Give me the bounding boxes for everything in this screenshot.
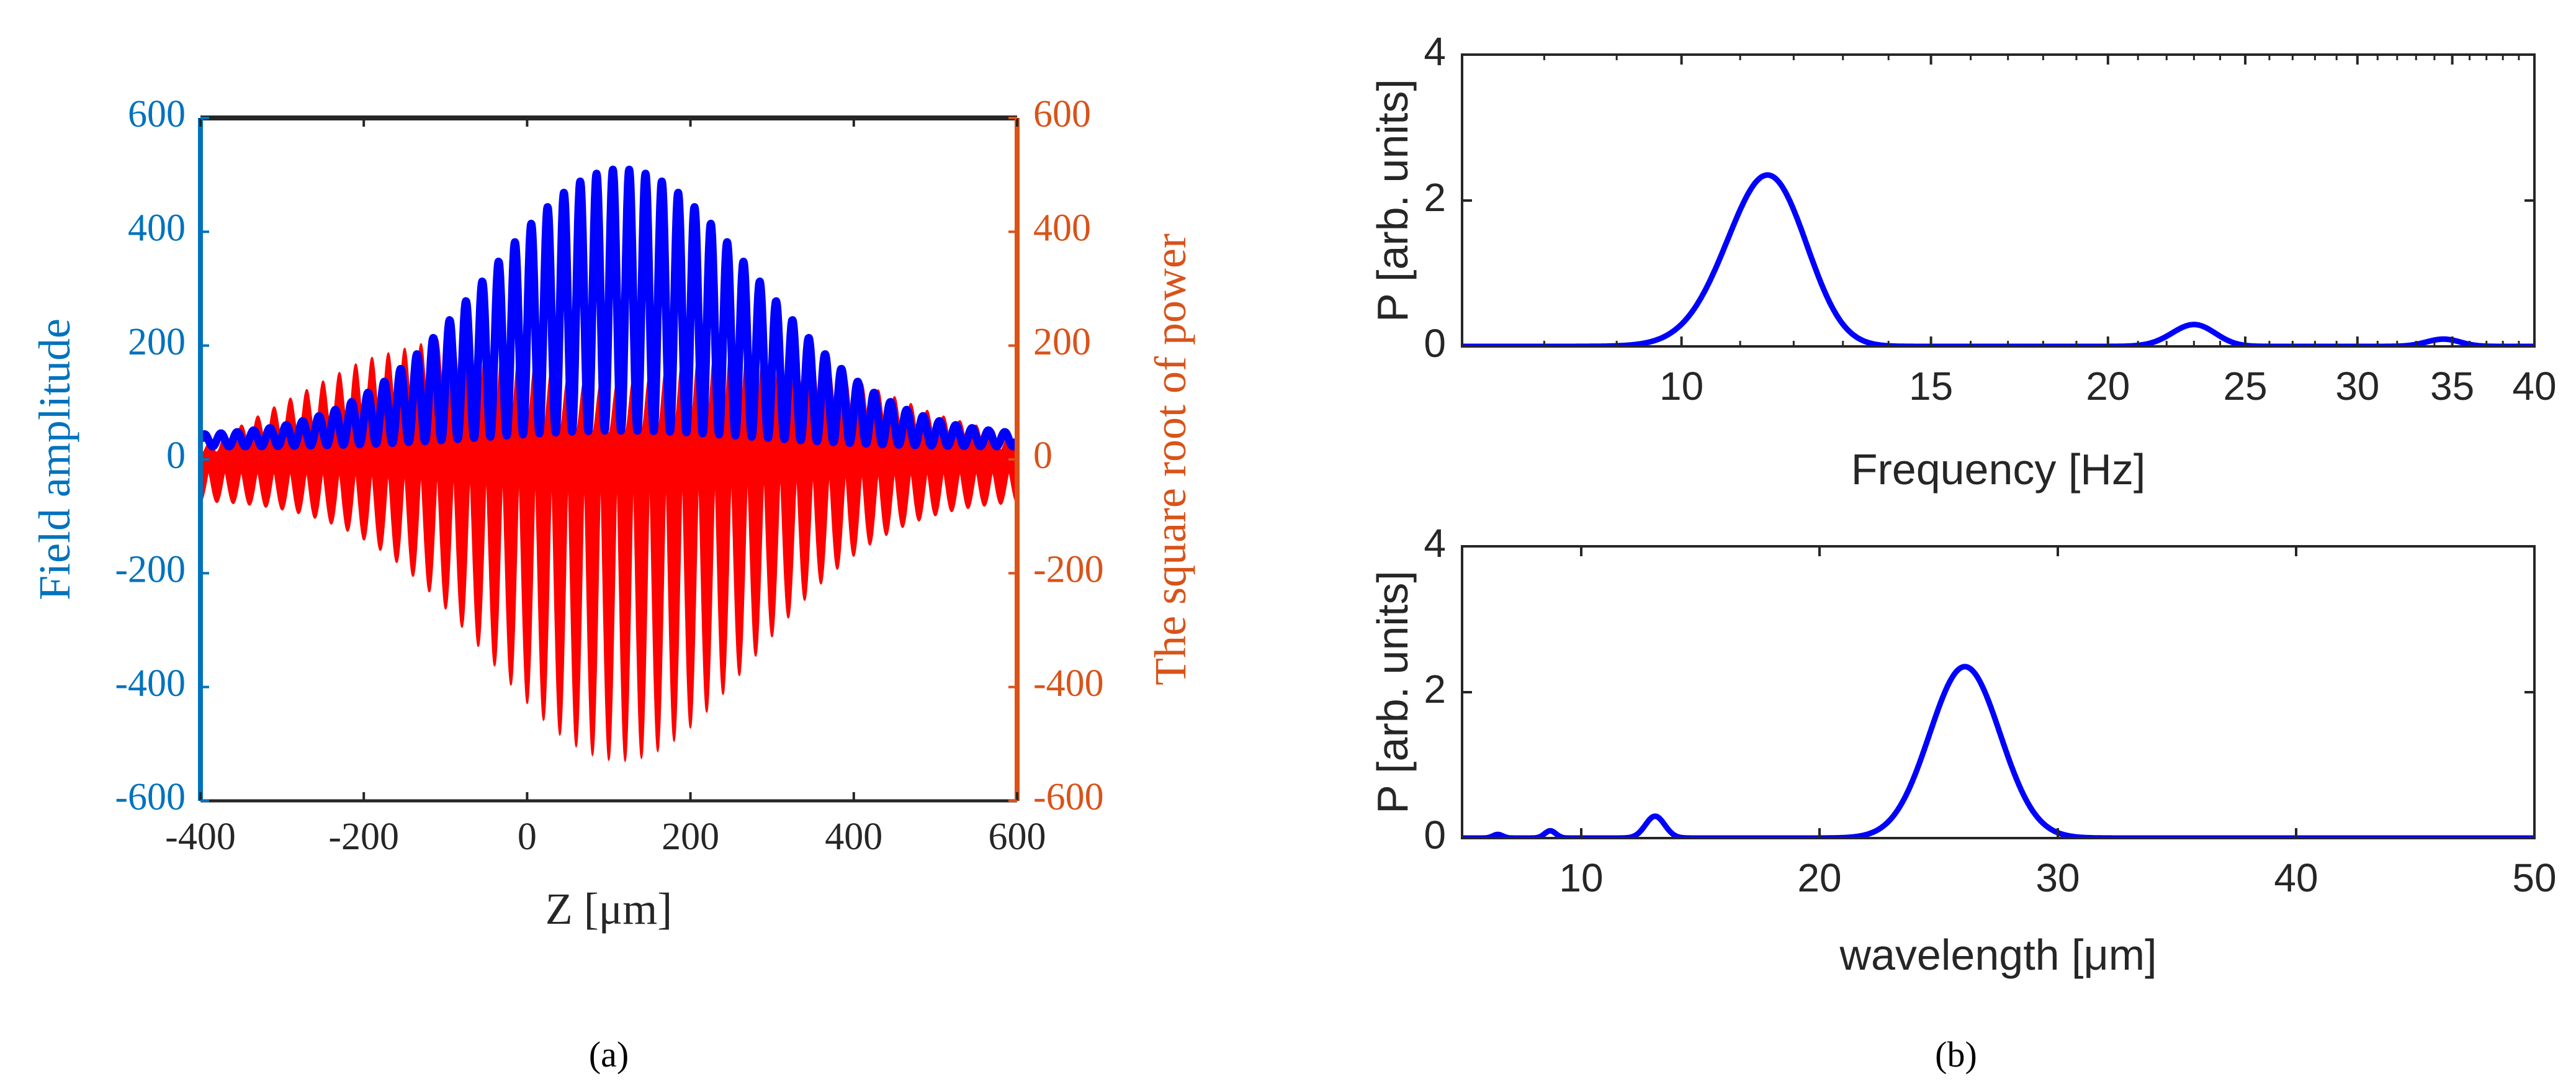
- chart-b-top-ytick-label: 2: [1424, 175, 1446, 220]
- chart-b-top-xtick-label: 30: [2335, 364, 2379, 408]
- chart-a-ytick-label-right: 600: [1033, 93, 1091, 135]
- chart-b-bottom-plot-area: [1462, 664, 2534, 838]
- chart-a-xtick-label: 600: [989, 816, 1046, 858]
- chart-b-bottom: 10 20 30 40 50 0 2 4 wavelength [μm] P [arb. un…: [1368, 521, 2557, 979]
- chart-b-bottom-xtick-label: 20: [1797, 855, 1841, 900]
- chart-b-top-xtick-label: 40: [2512, 364, 2556, 408]
- chart-b-top-xtick-label: 10: [1659, 364, 1703, 408]
- chart-b-bottom-ytick-label: 4: [1424, 521, 1446, 566]
- chart-b-top-frame: [1461, 53, 2536, 348]
- chart-a-ticks: -400 -200 0 200 400 600-600-400-2000200400600…: [115, 93, 1103, 858]
- chart-a-xtick-label: 200: [662, 816, 719, 858]
- chart-a-ylabel-left: Field amplitude: [30, 318, 79, 600]
- chart-b-top-ytick-label: 0: [1424, 321, 1446, 366]
- chart-a-ytick-label-right: -600: [1033, 776, 1104, 818]
- chart-b-bottom-ticks: 10 20 30 40 50 0 2 4: [1424, 521, 2556, 900]
- chart-b-top-xtick-label: 35: [2430, 364, 2474, 408]
- chart-b-top-spectrum-line: [1462, 172, 2534, 346]
- chart-b-bottom-ylabel: P [arb. units]: [1368, 571, 1417, 814]
- chart-b-top-xtick-label: 15: [1909, 364, 1953, 408]
- chart-a-xtick-label: -400: [165, 816, 236, 858]
- chart-b-bottom-xtick-label: 30: [2035, 855, 2080, 900]
- chart-a-xlabel: Z [μm]: [545, 884, 673, 934]
- chart-a-ytick-label-right: 0: [1033, 435, 1052, 477]
- chart-a-ytick-label-right: 200: [1033, 321, 1091, 363]
- chart-a-ytick-label-right: 400: [1033, 207, 1091, 250]
- chart-b-top-plot-area: [1462, 172, 2534, 346]
- chart-b-top-xtick-label: 25: [2223, 364, 2267, 408]
- chart-a-ytick-label-right: -400: [1033, 662, 1104, 705]
- chart-b-bottom-xtick-label: 50: [2512, 855, 2556, 900]
- chart-a-ytick-label-right: -200: [1033, 549, 1104, 591]
- chart-b-top-ytick-label: 4: [1424, 29, 1446, 74]
- chart-b-top-ticks: 10 15 20 25 30 35 40 0 2 4: [1424, 29, 2556, 408]
- chart-a-ylabel-right: The square root of power: [1146, 233, 1195, 685]
- chart-a-ytick-label-left: 0: [166, 435, 186, 477]
- chart-b-bottom-frame: [1461, 545, 2536, 839]
- chart-a-xtick-label: 400: [825, 816, 882, 858]
- chart-b-bottom-xtick-label: 10: [1559, 855, 1603, 900]
- chart-b-top-xlabel: Frequency [Hz]: [1851, 445, 2146, 494]
- series-field-amplitude: [200, 165, 1017, 451]
- chart-b-bottom-xtick-label: 40: [2274, 855, 2318, 900]
- chart-a-xtick-label: 0: [518, 816, 537, 858]
- chart-a-ytick-label-left: 200: [128, 321, 186, 363]
- chart-a-ytick-label-left: -200: [115, 549, 186, 591]
- chart-a-ytick-label-left: -400: [115, 662, 186, 705]
- chart-a-xtick-label: -200: [328, 816, 399, 858]
- chart-b-top-ylabel: P [arb. units]: [1368, 79, 1417, 322]
- chart-b-bottom-ytick-label: 2: [1424, 667, 1446, 711]
- chart-a-ytick-label-left: 400: [128, 207, 186, 250]
- chart-b-bottom-xlabel: wavelength [μm]: [1839, 931, 2156, 979]
- chart-a-ytick-label-left: -600: [115, 776, 186, 818]
- panel-label-b: (b): [1935, 1034, 1977, 1075]
- chart-b-bottom-spectrum-line: [1462, 664, 2534, 838]
- chart-a: -400 -200 0 200 400 600-600-400-2000200400600…: [30, 93, 1195, 934]
- panel-label-a: (a): [589, 1034, 629, 1075]
- chart-b-top: 10 15 20 25 30 35 40 0 2 4 Frequency [Hz] P [arb.…: [1368, 29, 2557, 494]
- chart-a-plot-area: [200, 165, 1017, 763]
- chart-b-bottom-ytick-label: 0: [1424, 813, 1446, 857]
- chart-b-top-xtick-label: 20: [2086, 364, 2130, 408]
- chart-a-ytick-label-left: 600: [128, 93, 186, 135]
